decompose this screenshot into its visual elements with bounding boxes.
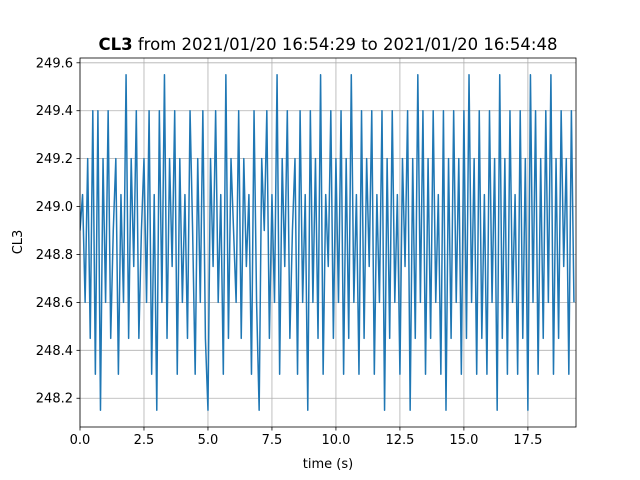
data-line: [80, 74, 575, 411]
x-tick-label: 12.5: [385, 433, 414, 448]
plot-frame: [79, 57, 577, 428]
x-tick-label: 0.0: [70, 433, 91, 448]
x-tick-label: 10.0: [321, 433, 350, 448]
x-tick-label: 15.0: [449, 433, 478, 448]
y-axis-label: CL3: [11, 230, 26, 255]
y-tick-label: 249.2: [36, 152, 73, 167]
x-tick-label: 7.5: [262, 433, 283, 448]
x-axis-label: time (s): [303, 457, 353, 472]
y-tick-label: 249.0: [36, 200, 73, 215]
title-bold: CL3: [99, 35, 133, 54]
y-tick-label: 249.6: [36, 56, 73, 71]
y-tick-label: 248.8: [36, 248, 73, 263]
y-tick-label: 248.4: [36, 344, 73, 359]
chart-title: CL3 from 2021/01/20 16:54:29 to 2021/01/…: [99, 35, 558, 54]
title-text: from 2021/01/20 16:54:29 to 2021/01/20 1…: [138, 35, 558, 54]
y-tick-label: 248.6: [36, 296, 73, 311]
x-tick-label: 5.0: [198, 433, 219, 448]
x-tick-label: 2.5: [134, 433, 155, 448]
y-tick-label: 249.4: [36, 104, 73, 119]
y-tick-label: 248.2: [36, 392, 73, 407]
x-tick-label: 17.5: [513, 433, 542, 448]
